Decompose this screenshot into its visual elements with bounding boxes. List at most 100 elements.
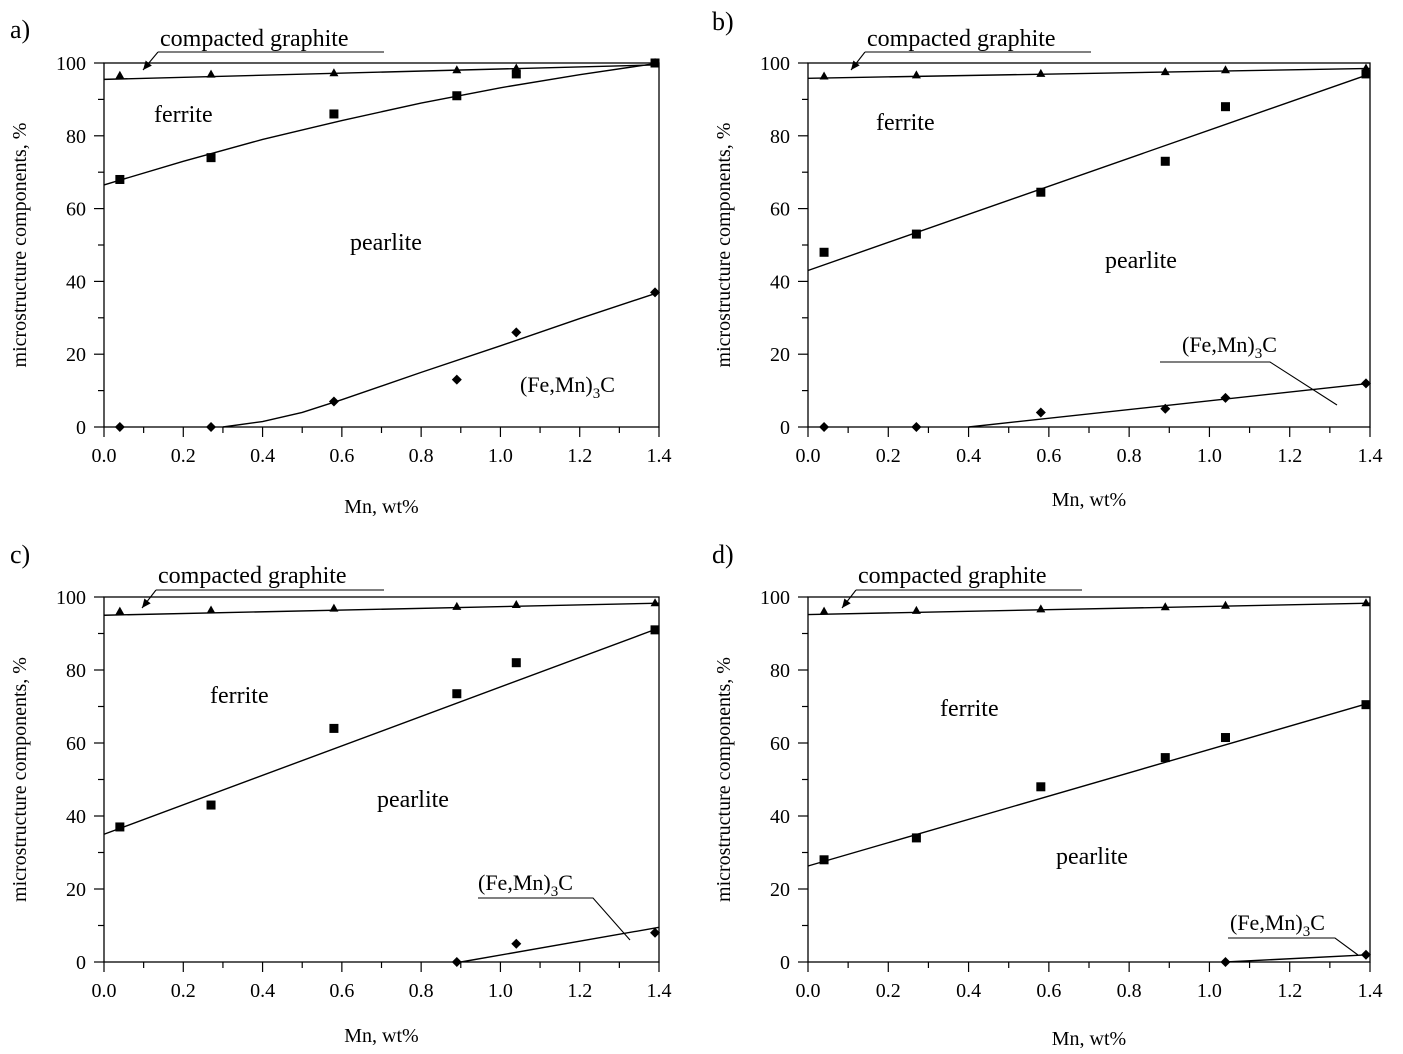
square-point bbox=[819, 247, 829, 257]
x-tick-label: 0.8 bbox=[1117, 980, 1142, 1002]
triangle-point bbox=[911, 70, 921, 79]
diamond-point bbox=[819, 422, 830, 432]
panel-label: c) bbox=[10, 540, 30, 569]
y-tick-label: 80 bbox=[66, 660, 86, 682]
x-tick-label: 0.6 bbox=[329, 980, 354, 1002]
triangle-point bbox=[329, 603, 339, 612]
ferrite-label: ferrite bbox=[876, 110, 935, 136]
y-tick-label: 80 bbox=[66, 126, 86, 148]
square-point bbox=[1160, 753, 1170, 763]
diamond-point bbox=[1035, 407, 1046, 418]
y-tick-label: 60 bbox=[66, 733, 86, 755]
y-tick-label: 20 bbox=[66, 879, 86, 901]
y-tick-label: 20 bbox=[66, 344, 86, 366]
diamond-point bbox=[1360, 378, 1371, 389]
diamond-point bbox=[1360, 949, 1371, 960]
square-point bbox=[911, 229, 921, 239]
y-tick-label: 0 bbox=[76, 417, 86, 439]
square-point bbox=[329, 109, 339, 119]
square-point bbox=[650, 58, 660, 68]
square-point bbox=[911, 833, 921, 843]
compacted-graphite-label: compacted graphite bbox=[858, 563, 1047, 589]
x-tick-label: 1.0 bbox=[488, 980, 513, 1002]
chart-panel-b: 0.0 0.2 0.4 0.6 0.8 1.0 1.2 1.4 0 20 40 60 80 100 Mn, … bbox=[712, 7, 1383, 511]
carbide-fit-line bbox=[968, 382, 1371, 428]
square-point bbox=[511, 69, 521, 79]
carbide-fit-line bbox=[460, 926, 660, 963]
y-tick-label: 40 bbox=[66, 806, 86, 828]
carbide-label: (Fe,Mn)3C bbox=[1230, 910, 1325, 940]
square-point bbox=[115, 822, 125, 832]
triangle-point bbox=[819, 606, 829, 615]
graphite-arrow-head bbox=[851, 60, 860, 70]
x-tick-label: 0.2 bbox=[876, 445, 901, 467]
x-axis-title: Mn, wt% bbox=[1052, 1028, 1126, 1050]
y-tick-label: 60 bbox=[66, 199, 86, 221]
y-tick-label: 40 bbox=[770, 806, 790, 828]
diamond-point bbox=[206, 422, 217, 432]
ferrite-boundary-fit-line bbox=[807, 702, 1371, 867]
x-tick-label: 0.6 bbox=[1036, 980, 1061, 1002]
square-point bbox=[819, 855, 829, 865]
pearlite-label: pearlite bbox=[1105, 248, 1177, 274]
carbide-label: (Fe,Mn)3C bbox=[478, 870, 573, 900]
x-tick-label: 1.4 bbox=[647, 445, 672, 467]
diamond-point bbox=[1220, 957, 1231, 967]
pearlite-label: pearlite bbox=[377, 787, 449, 813]
diamond-point bbox=[511, 938, 522, 949]
carbide-fit-line bbox=[1225, 954, 1371, 963]
y-tick-label: 80 bbox=[770, 660, 790, 682]
x-tick-label: 0.8 bbox=[409, 445, 434, 467]
triangle-point bbox=[511, 600, 521, 609]
diamond-point bbox=[1220, 392, 1231, 403]
chart-panel-d: 0.0 0.2 0.4 0.6 0.8 1.0 1.2 1.4 0 20 40 60 80 100 Mn, … bbox=[712, 540, 1383, 1050]
carbide-leader-line bbox=[1160, 361, 1338, 406]
y-axis-title: microstructure components, % bbox=[9, 657, 31, 902]
triangle-point bbox=[1160, 67, 1170, 76]
x-tick-label: 1.0 bbox=[1197, 445, 1222, 467]
square-point bbox=[206, 800, 216, 810]
y-tick-label: 20 bbox=[770, 879, 790, 901]
x-tick-label: 0.0 bbox=[92, 980, 117, 1002]
square-point bbox=[1220, 733, 1230, 743]
x-tick-label: 0.6 bbox=[329, 445, 354, 467]
y-tick-label: 100 bbox=[760, 53, 790, 75]
square-point bbox=[452, 689, 462, 699]
carbide-leader-line bbox=[1228, 937, 1359, 956]
x-tick-label: 1.2 bbox=[1277, 980, 1302, 1002]
triangle-point bbox=[206, 605, 216, 614]
diamond-point bbox=[328, 396, 339, 407]
graphite-fit-line bbox=[103, 64, 660, 81]
x-tick-label: 1.4 bbox=[1358, 445, 1383, 467]
y-tick-label: 0 bbox=[780, 417, 790, 439]
triangle-point bbox=[115, 70, 125, 79]
ferrite-label: ferrite bbox=[154, 102, 213, 128]
compacted-graphite-label: compacted graphite bbox=[867, 26, 1056, 52]
panel-label: a) bbox=[10, 15, 30, 44]
y-axis-title: microstructure components, % bbox=[9, 123, 31, 368]
graphite-arrow-head bbox=[842, 598, 851, 608]
graphite-fit-line bbox=[807, 602, 1371, 616]
plot-frame bbox=[807, 596, 1371, 963]
x-tick-label: 0.8 bbox=[1117, 445, 1142, 467]
diamond-point bbox=[650, 287, 661, 298]
graphite-fit-line bbox=[807, 67, 1371, 79]
x-tick-label: 1.2 bbox=[1277, 445, 1302, 467]
x-tick-label: 0.2 bbox=[171, 980, 196, 1002]
x-tick-label: 0.4 bbox=[956, 980, 981, 1002]
compacted-graphite-label: compacted graphite bbox=[160, 26, 349, 52]
y-tick-label: 40 bbox=[770, 271, 790, 293]
triangle-point bbox=[1361, 598, 1371, 607]
triangle-point bbox=[452, 65, 462, 74]
y-tick-label: 0 bbox=[76, 952, 86, 974]
diamond-point bbox=[1160, 403, 1171, 414]
x-tick-label: 0.2 bbox=[876, 980, 901, 1002]
triangle-point bbox=[650, 598, 660, 607]
compacted-graphite-label: compacted graphite bbox=[158, 563, 347, 589]
square-point bbox=[206, 153, 216, 163]
pearlite-label: pearlite bbox=[350, 230, 422, 256]
y-tick-label: 100 bbox=[56, 587, 86, 609]
panel-label: d) bbox=[712, 540, 734, 569]
triangle-point bbox=[206, 69, 216, 78]
diamond-point bbox=[451, 374, 462, 385]
